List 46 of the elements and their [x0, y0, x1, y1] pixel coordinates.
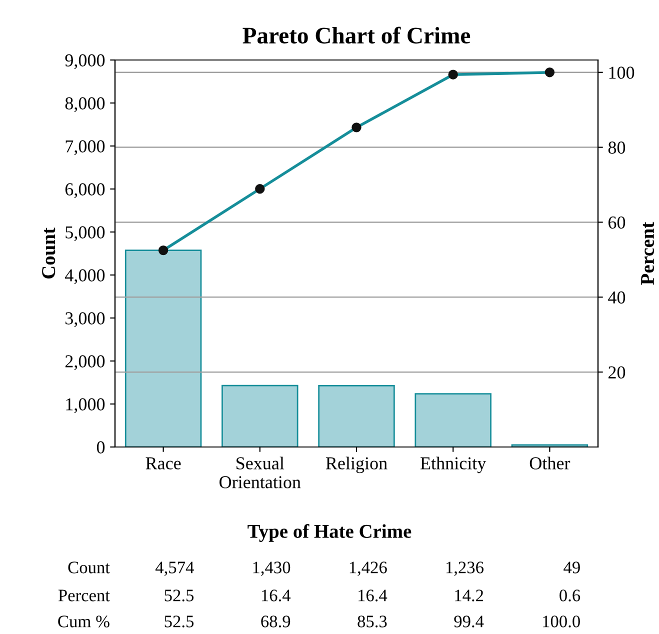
- y2-tick-label: 20: [608, 366, 626, 379]
- chart-title: Pareto Chart of Crime: [242, 26, 470, 44]
- y-tick-label: 3,000: [66, 312, 105, 328]
- data-label: 1,430: [253, 562, 290, 576]
- bar: [414, 393, 492, 447]
- x-axis-title: Type of Hate Crime: [248, 524, 412, 542]
- y2-tick-label: 40: [608, 291, 626, 304]
- y2-tick-label: 60: [608, 216, 626, 229]
- bar: [318, 384, 395, 447]
- x-tick-label: Other: [530, 456, 570, 470]
- text: Percent: [58, 590, 110, 602]
- data-label: 1,426: [350, 562, 387, 576]
- y-tick-label: 5,000: [66, 226, 105, 242]
- text: 52.5: [164, 590, 194, 602]
- y-tick-label: 0: [96, 441, 105, 454]
- y2-axis-title: Percent: [641, 222, 654, 285]
- x-tick-label: Ethnicity: [420, 456, 486, 474]
- y-axis-title: Count: [42, 228, 56, 278]
- data-label: 99.4: [454, 616, 484, 628]
- text: 0.6: [560, 590, 580, 602]
- text: Count: [68, 562, 110, 574]
- text: 16.4: [358, 590, 388, 602]
- text: 14.2: [455, 590, 484, 602]
- y-tick-label: 2,000: [65, 355, 105, 370]
- x-tick-label: Religion: [326, 456, 388, 474]
- data-label: 100.0: [543, 616, 580, 628]
- bar: [222, 384, 298, 447]
- data-label: 1,236: [446, 562, 484, 576]
- data-label: 68.9: [261, 616, 290, 628]
- data-label: 49: [564, 562, 580, 574]
- y-tick-label: 8,000: [65, 97, 105, 112]
- x-tick-label: Sexual Orientation: [220, 456, 301, 488]
- text: Cum %: [58, 616, 110, 628]
- y2-tick-label: 100: [609, 66, 634, 79]
- data-label: 4,574: [155, 562, 194, 576]
- y-tick-label: 7,000: [66, 140, 105, 156]
- x-tick-label: Race: [146, 457, 181, 470]
- data-label: 52.5: [164, 616, 194, 628]
- text: 16.4: [262, 590, 291, 602]
- data-label: 85.3: [358, 616, 387, 628]
- y-tick-label: 4,000: [65, 269, 105, 284]
- y-tick-label: 9,000: [65, 54, 105, 70]
- y-tick-label: 1,000: [66, 398, 105, 414]
- bar: [511, 444, 588, 447]
- y-tick-label: 6,000: [65, 183, 105, 198]
- y2-tick-label: 80: [608, 142, 626, 154]
